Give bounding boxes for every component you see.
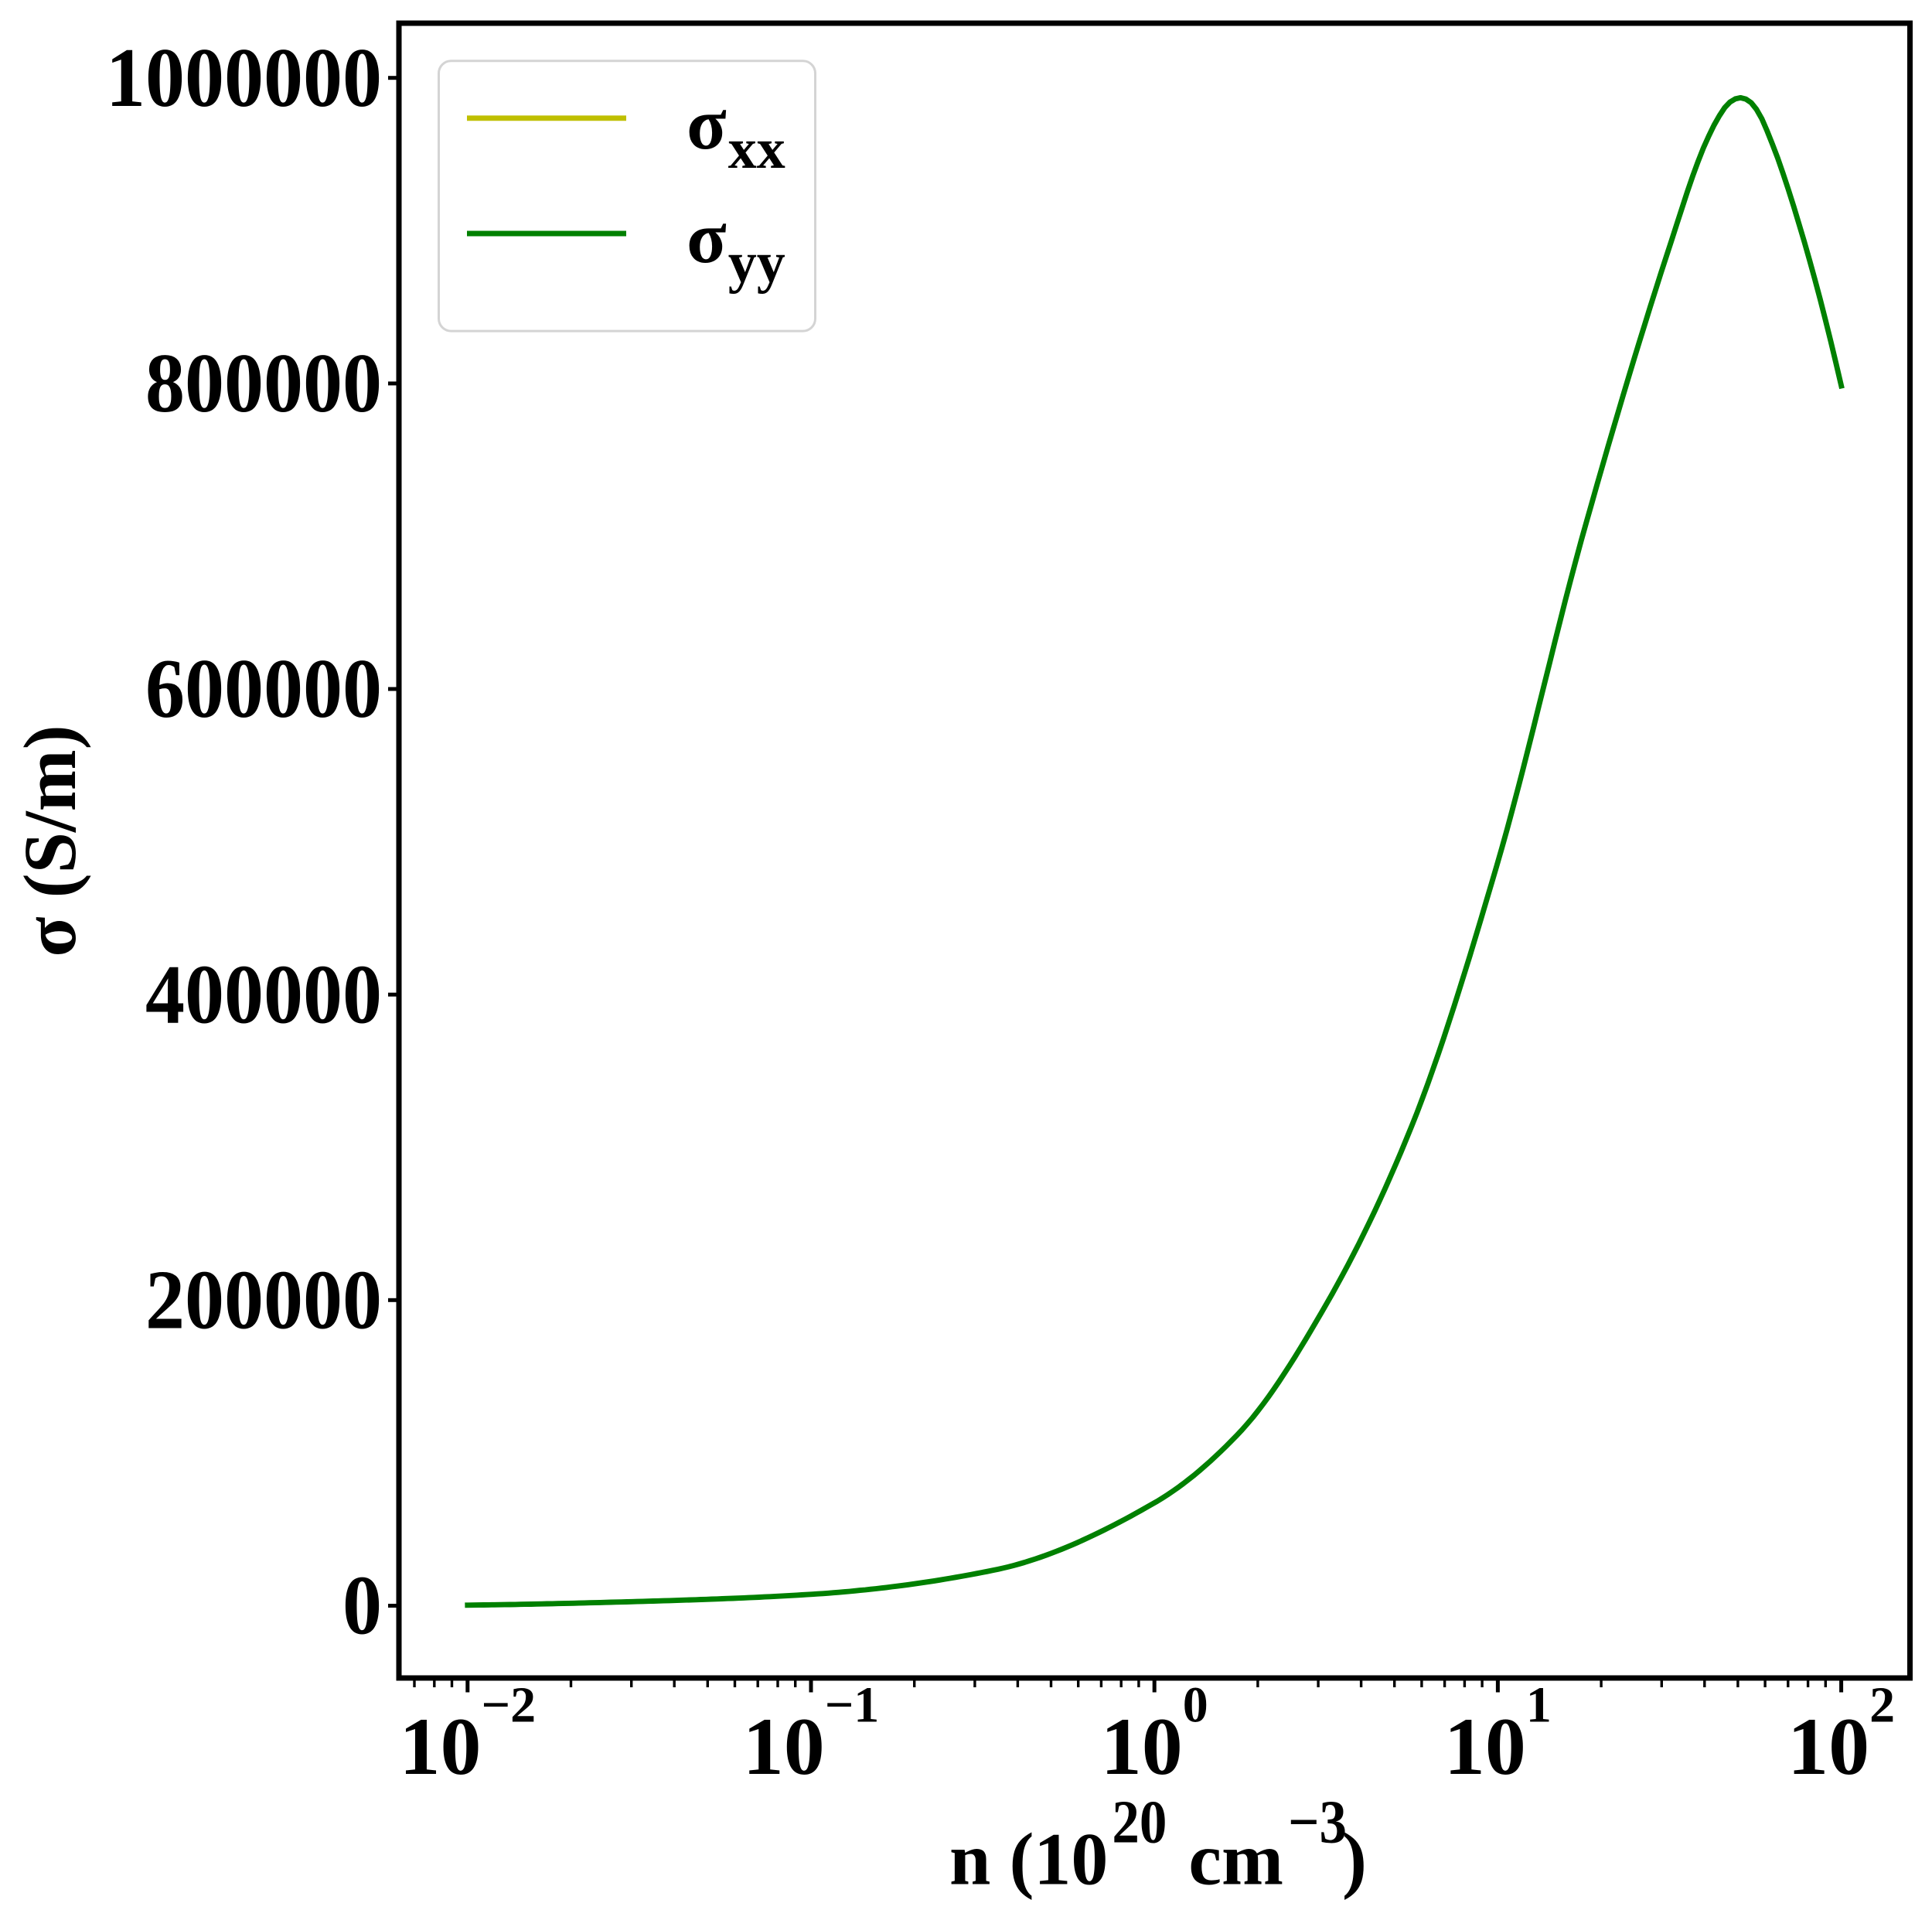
svg-text:σ (S/m): σ (S/m) (9, 725, 91, 957)
svg-text:400000: 400000 (145, 947, 382, 1041)
svg-text:600000: 600000 (145, 642, 382, 735)
svg-text:1000000: 1000000 (106, 31, 382, 124)
svg-text:200000: 200000 (145, 1253, 382, 1346)
svg-text:800000: 800000 (145, 336, 382, 430)
svg-text:0: 0 (342, 1559, 382, 1652)
